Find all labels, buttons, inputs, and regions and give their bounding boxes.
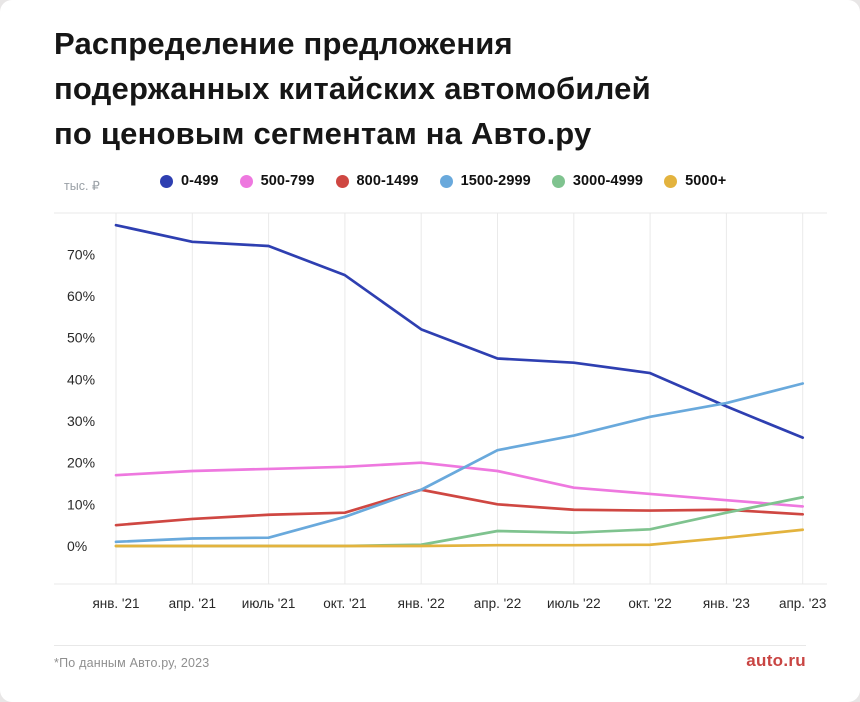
auto-ru-logo: auto.ru <box>746 651 806 670</box>
y-tick-label: 10% <box>67 496 95 512</box>
legend-dot-icon <box>160 174 173 188</box>
x-tick-label: окт. '21 <box>323 596 366 611</box>
y-tick-label: 30% <box>67 413 95 429</box>
legend-item-label: 500-799 <box>260 173 315 189</box>
x-tick-label: июль '22 <box>547 596 601 611</box>
x-tick-label: апр. '22 <box>474 596 521 611</box>
x-tick-label: апр. '23 <box>779 596 826 611</box>
x-tick-label: янв. '21 <box>92 596 139 611</box>
x-tick-label: июль '21 <box>242 596 296 611</box>
x-tick-label: окт. '22 <box>628 596 671 611</box>
title-line-1: Распределение предложения <box>54 26 513 61</box>
series-line-5000+ <box>114 528 805 548</box>
legend-item-label: 800-1499 <box>356 173 419 189</box>
x-tick-label: янв. '23 <box>703 596 750 611</box>
legend: 0-499 500-799 800-1499 1500-2999 3000-4999 50… <box>160 173 726 189</box>
legend-item-1500-2999: 1500-2999 <box>439 173 531 189</box>
y-tick-label: 40% <box>67 371 95 387</box>
legend-dot-icon <box>551 174 565 188</box>
y-tick-label: 20% <box>67 455 95 471</box>
x-tick-label: янв. '22 <box>398 596 445 611</box>
series-line-0-499 <box>114 223 805 440</box>
y-tick-label: 0% <box>67 538 87 554</box>
legend-item-label: 0-499 <box>181 173 219 189</box>
line-chart: 0% 10% 20% 30% 40% 50% 60% 70% янв. '21 апр. '21 и… <box>54 212 827 611</box>
title-line-2: подержанных китайских автомобилей <box>54 71 651 106</box>
x-tick-label: апр. '21 <box>169 596 216 611</box>
series-line-500-799 <box>114 461 805 508</box>
legend-item-800-1499: 800-1499 <box>335 173 419 189</box>
legend-item-5000+: 5000+ <box>664 173 726 189</box>
legend-item-3000-4999: 3000-4999 <box>551 173 644 189</box>
legend-dot-icon <box>335 174 349 188</box>
y-tick-label: 70% <box>67 246 95 262</box>
y-tick-label: 50% <box>67 330 95 346</box>
series-line-800-1499 <box>114 488 805 527</box>
legend-dot-icon <box>239 174 253 188</box>
series-line-1500-2999 <box>114 382 805 544</box>
legend-item-label: 1500-2999 <box>460 173 531 189</box>
legend-item-label: 3000-4999 <box>572 173 644 189</box>
legend-dot-icon <box>664 174 678 188</box>
chart-title: Распределение предложения подержанных ки… <box>54 21 651 156</box>
title-line-3: по ценовым сегментам на Авто.ру <box>54 116 592 151</box>
y-tick-label: 60% <box>67 288 95 304</box>
footnote: *По данным Авто.ру, 2023 <box>54 656 210 670</box>
footer-divider <box>54 645 806 646</box>
unit-label: тыс. ₽ <box>64 179 100 193</box>
legend-item-label: 5000+ <box>685 173 727 189</box>
legend-dot-icon <box>439 174 453 188</box>
legend-item-0-499: 0-499 <box>160 173 219 189</box>
legend-item-500-799: 500-799 <box>239 173 315 189</box>
